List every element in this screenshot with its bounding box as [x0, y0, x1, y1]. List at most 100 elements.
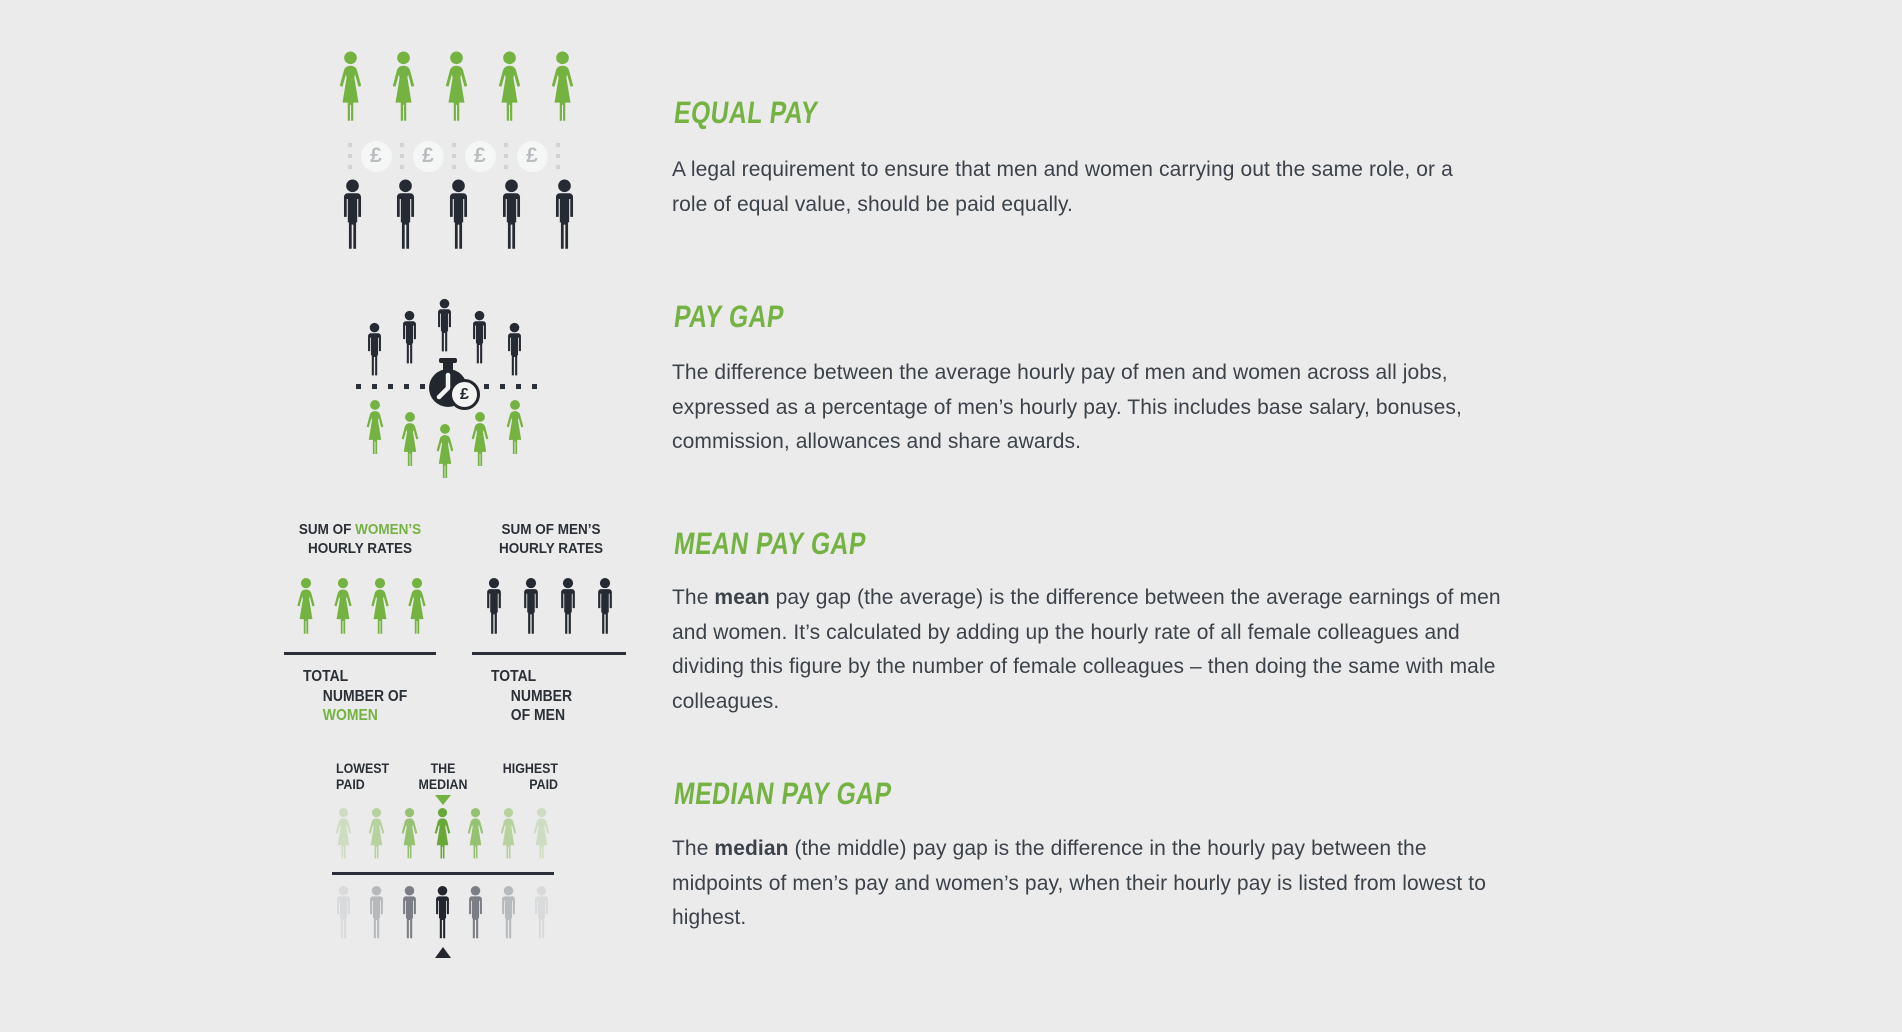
total-label-line: TOTAL — [491, 668, 537, 685]
man-icon — [598, 578, 612, 634]
man-icon — [502, 179, 521, 249]
man-icon — [343, 179, 362, 249]
total-label-line: NUMBER OF — [322, 687, 408, 705]
man-icon — [524, 578, 538, 634]
median-label-line: LOWEST — [336, 761, 390, 776]
label-sum-of: SUM OF — [298, 521, 356, 538]
sum-of-mens-hourly-rates-label: SUM OF MEN’S HOURLY RATES — [479, 521, 623, 558]
median-bold-word: median — [714, 837, 789, 860]
pay-gap-description-text: The difference between the average hourl… — [672, 361, 1462, 453]
woman-icon — [368, 808, 385, 859]
man-icon — [368, 322, 381, 376]
dotted-separator — [400, 143, 404, 169]
man-icon — [438, 298, 451, 352]
mean-pay-gap-description: The mean pay gap (the average) is the di… — [672, 581, 1502, 719]
pay-gap-description: The difference between the average hourl… — [672, 356, 1522, 460]
the-median-label: THE MEDIAN — [408, 761, 478, 793]
sum-of-womens-hourly-rates-label: SUM OF WOMEN’S HOURLY RATES — [286, 521, 434, 558]
woman-icon — [436, 424, 454, 478]
median-marker-up-icon — [435, 947, 451, 958]
man-icon — [555, 179, 574, 249]
label-womens: WOMEN’S — [355, 521, 422, 538]
woman-icon — [506, 400, 524, 454]
total-number-of-men-label: TOTAL NUMBER OF MEN — [491, 667, 572, 726]
pound-coin-icon: £ — [516, 140, 548, 172]
median-pay-gap-description: The median (the middle) pay gap is the d… — [672, 832, 1492, 936]
median-women-row — [330, 808, 555, 864]
pound-badge-icon: £ — [449, 379, 480, 410]
woman-icon — [551, 51, 574, 121]
woman-icon — [401, 808, 418, 859]
equal-pay-description: A legal requirement to ensure that men a… — [672, 153, 1472, 222]
highest-paid-label: HIGHEST PAID — [499, 761, 558, 793]
equal-pay-coins-row: £ £ £ £ — [348, 140, 560, 172]
dotted-separator — [452, 143, 456, 169]
label-sum-of-mens: SUM OF MEN’S — [501, 521, 601, 538]
man-icon — [403, 310, 416, 364]
median-description-pre: The — [672, 837, 715, 860]
man-icon — [508, 322, 521, 376]
dotted-separator — [504, 143, 508, 169]
man-icon — [449, 179, 468, 249]
man-icon — [469, 886, 482, 939]
woman-icon — [335, 808, 352, 859]
mean-description-pre: The — [672, 586, 715, 609]
total-number-of-women-label: TOTAL NUMBER OF WOMEN — [303, 667, 407, 726]
woman-icon — [366, 400, 384, 454]
woman-icon — [467, 808, 484, 859]
equal-pay-men-row — [336, 176, 581, 260]
dotted-separator — [348, 143, 352, 169]
man-icon — [502, 886, 515, 939]
mean-men-row — [479, 578, 620, 640]
woman-icon — [392, 51, 415, 121]
woman-icon — [498, 51, 521, 121]
woman-icon — [334, 578, 352, 634]
total-label-line: TOTAL — [303, 668, 349, 685]
fraction-bar-men — [472, 652, 626, 655]
fraction-bar-women — [284, 652, 436, 655]
label-hourly-rates: HOURLY RATES — [307, 539, 413, 557]
equal-pay-heading: EQUAL PAY — [672, 95, 821, 130]
label-hourly-rates: HOURLY RATES — [498, 539, 604, 557]
median-label-line: PAID — [529, 777, 558, 792]
total-label-line: NUMBER — [510, 687, 573, 705]
lowest-paid-label: LOWEST PAID — [336, 761, 402, 793]
mean-pay-gap-heading: MEAN PAY GAP — [672, 526, 869, 561]
equal-pay-description-text: A legal requirement to ensure that men a… — [672, 158, 1453, 216]
man-icon — [337, 886, 350, 939]
dotted-separator — [556, 143, 560, 169]
woman-icon — [500, 808, 517, 859]
woman-icon — [339, 51, 362, 121]
mean-bold-word: mean — [714, 586, 770, 609]
median-men-row — [330, 886, 555, 944]
median-divider-line — [332, 872, 554, 875]
pound-coin-icon: £ — [412, 140, 444, 172]
equal-pay-women-row — [334, 50, 579, 130]
median-label-line: THE — [430, 761, 456, 776]
median-label-line: MEDIAN — [418, 777, 468, 792]
woman-icon — [401, 412, 419, 466]
pound-coin-icon: £ — [360, 140, 392, 172]
woman-icon — [471, 412, 489, 466]
man-icon — [370, 886, 383, 939]
man-icon — [403, 886, 416, 939]
median-pay-gap-heading: MEDIAN PAY GAP — [672, 776, 894, 811]
mean-women-row — [291, 578, 432, 640]
man-icon — [396, 179, 415, 249]
man-icon — [561, 578, 575, 634]
mean-description-post: pay gap (the average) is the difference … — [672, 586, 1501, 713]
pay-gap-men-arc — [362, 292, 527, 388]
man-icon — [535, 886, 548, 939]
total-label-line: OF MEN — [510, 707, 566, 724]
total-label-line: WOMEN — [322, 707, 378, 724]
pound-coin-icon: £ — [464, 140, 496, 172]
woman-icon — [434, 808, 451, 859]
woman-icon — [371, 578, 389, 634]
woman-icon — [533, 808, 550, 859]
woman-icon — [297, 578, 315, 634]
pay-gap-women-arc — [362, 400, 528, 484]
woman-icon — [445, 51, 468, 121]
woman-icon — [408, 578, 426, 634]
median-label-line: PAID — [336, 777, 365, 792]
